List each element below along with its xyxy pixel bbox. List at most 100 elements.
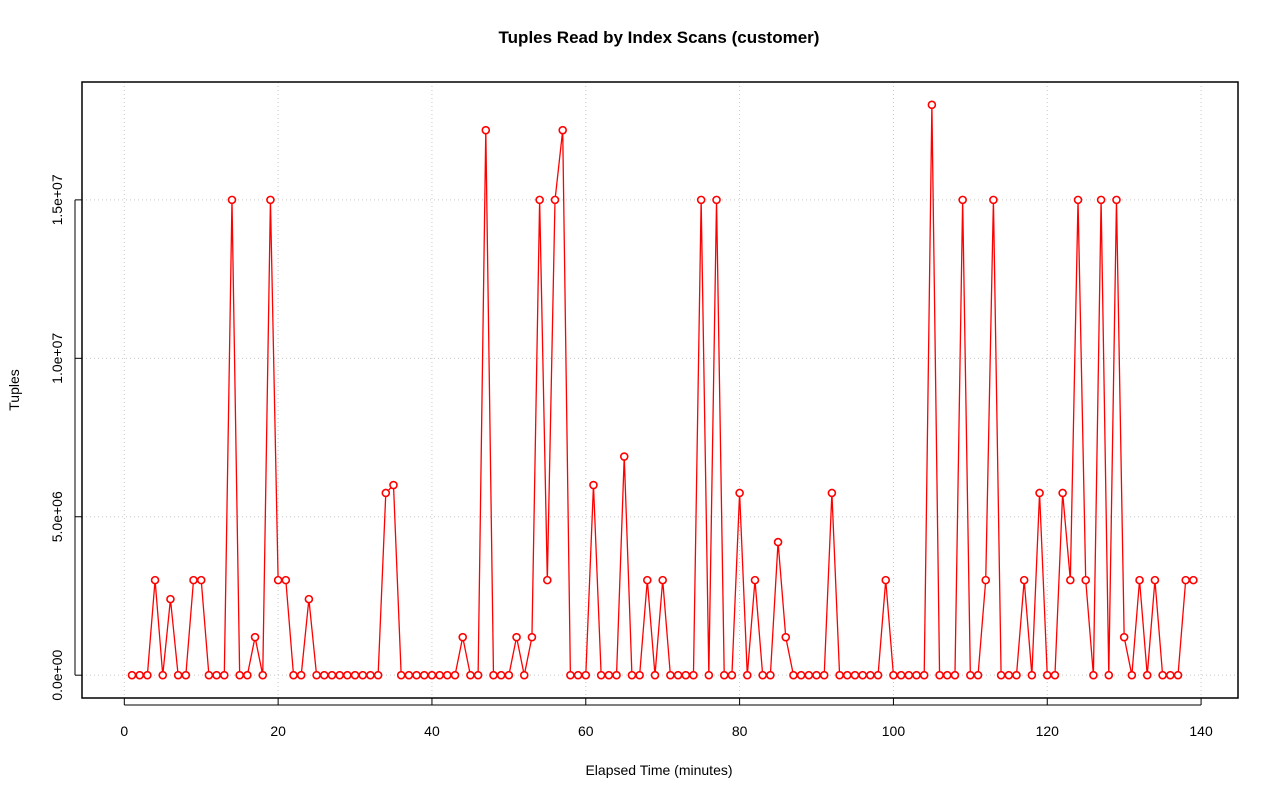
data-point	[481, 125, 491, 135]
data-point	[604, 670, 614, 680]
data-point	[150, 575, 160, 585]
data-point	[458, 632, 468, 642]
data-point	[1004, 670, 1014, 680]
data-point	[273, 575, 283, 585]
x-axis-label: Elapsed Time (minutes)	[585, 762, 732, 778]
data-point	[543, 575, 552, 585]
x-tick-label: 80	[732, 723, 748, 739]
data-point	[250, 632, 260, 642]
data-point	[819, 670, 829, 680]
data-point	[635, 670, 644, 680]
data-point	[396, 670, 406, 680]
plot-frame	[81, 81, 1239, 699]
data-point	[304, 594, 314, 604]
data-point	[504, 670, 514, 680]
data-point	[796, 670, 806, 680]
data-point	[1173, 670, 1183, 680]
data-point	[527, 632, 537, 642]
data-point	[535, 195, 544, 205]
data-point	[666, 670, 675, 680]
data-point	[573, 670, 583, 680]
data-point	[1189, 575, 1198, 585]
data-point	[127, 670, 137, 680]
data-point	[1050, 670, 1060, 680]
data-point	[489, 670, 498, 680]
data-point	[450, 670, 460, 680]
data-point	[889, 670, 898, 680]
data-point	[850, 670, 860, 680]
data-point	[373, 670, 383, 680]
x-tick-label: 60	[578, 723, 594, 739]
data-point	[996, 670, 1006, 680]
data-point	[1166, 670, 1175, 680]
data-point	[1142, 670, 1152, 680]
data-point	[158, 670, 168, 680]
data-point	[742, 670, 752, 680]
data-point	[1112, 195, 1121, 205]
data-point	[958, 195, 967, 205]
data-point	[919, 670, 929, 680]
x-tick-label: 0	[120, 723, 128, 739]
data-point	[842, 670, 852, 680]
data-point	[712, 195, 721, 205]
data-point	[443, 670, 452, 680]
data-point	[696, 195, 706, 205]
data-point	[581, 670, 591, 680]
chart-title: Tuples Read by Index Scans (customer)	[499, 28, 820, 47]
data-point	[243, 670, 252, 680]
data-point	[281, 575, 291, 585]
data-point	[343, 670, 352, 680]
data-point	[866, 670, 875, 680]
data-point	[1119, 632, 1129, 642]
data-point	[319, 670, 329, 680]
data-point	[789, 670, 798, 680]
data-point	[1073, 195, 1083, 205]
data-point	[512, 632, 521, 642]
data-point	[1158, 670, 1167, 680]
data-point	[227, 195, 237, 205]
data-point	[181, 670, 191, 680]
data-point	[973, 670, 983, 680]
data-point	[173, 670, 183, 680]
series-line	[131, 104, 1194, 676]
data-point	[927, 100, 937, 110]
data-point	[381, 488, 391, 498]
data-point	[1058, 488, 1067, 498]
y-tick-label: 1.0e+07	[49, 333, 65, 384]
data-point	[1042, 670, 1052, 680]
data-point	[412, 670, 421, 680]
x-tick-label: 120	[1036, 723, 1060, 739]
data-point	[804, 670, 814, 680]
data-point	[566, 670, 575, 680]
data-point	[681, 670, 691, 680]
data-point	[1089, 670, 1098, 680]
data-point	[981, 575, 991, 585]
data-point	[835, 670, 844, 680]
data-point	[989, 195, 998, 205]
y-tick-label: 1.5e+07	[49, 174, 65, 225]
data-point	[758, 670, 767, 680]
data-point	[196, 575, 206, 585]
data-point	[858, 670, 867, 680]
data-point	[1081, 575, 1091, 585]
data-point	[419, 670, 429, 680]
data-point	[435, 670, 444, 680]
data-point	[1150, 575, 1160, 585]
data-point	[950, 670, 960, 680]
data-point	[719, 670, 729, 680]
data-point	[881, 575, 891, 585]
data-point	[327, 670, 337, 680]
data-point	[966, 670, 975, 680]
data-point	[366, 670, 375, 680]
data-point	[289, 670, 298, 680]
data-point	[135, 670, 144, 680]
data-point	[627, 670, 637, 680]
y-axis-label: Tuples	[6, 369, 22, 411]
data-point	[558, 125, 568, 135]
data-point	[773, 537, 783, 547]
data-point	[873, 670, 883, 680]
data-point	[673, 670, 683, 680]
x-tick-label: 100	[882, 723, 906, 739]
data-point	[473, 670, 483, 680]
